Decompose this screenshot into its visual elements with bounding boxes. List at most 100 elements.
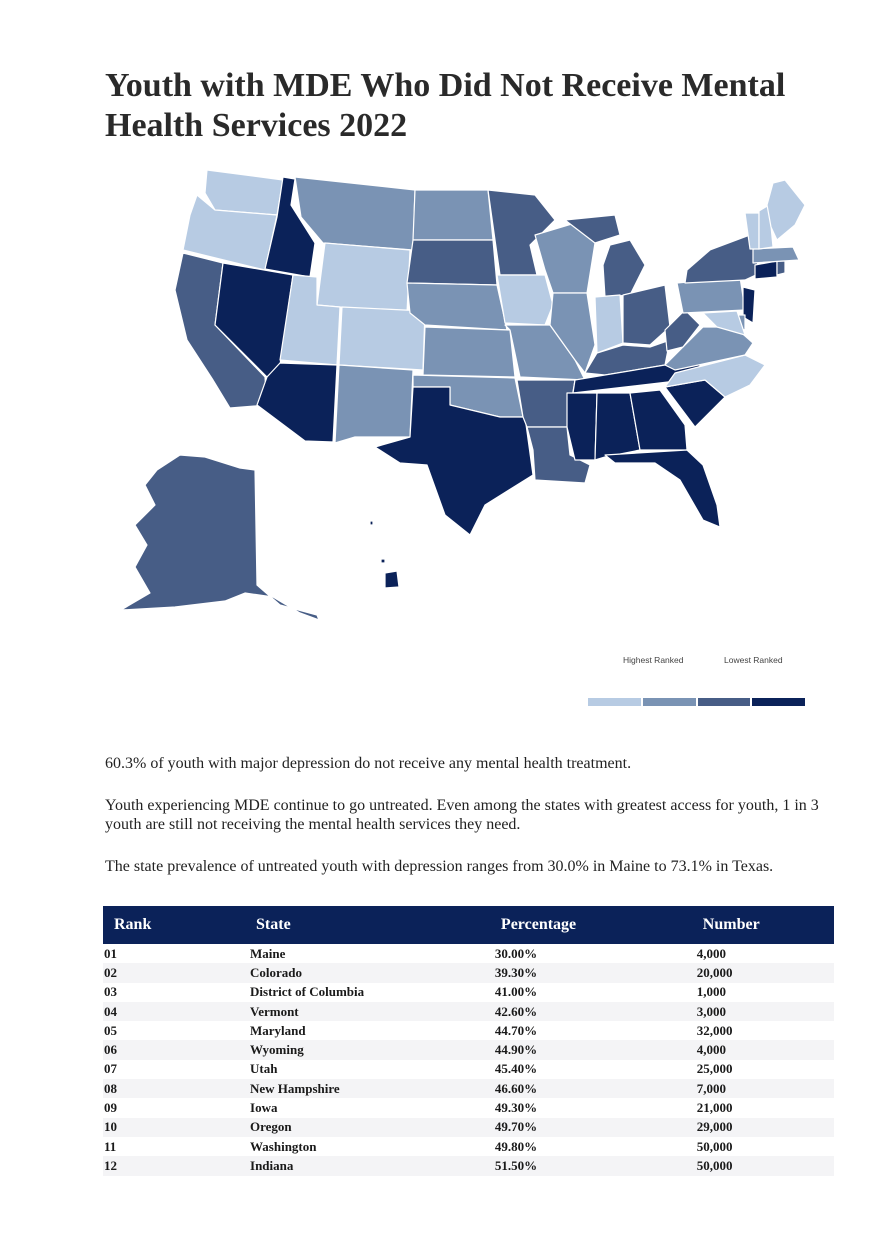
state-new-mexico	[334, 364, 414, 444]
cell-rank: 04	[103, 1001, 249, 1022]
table-body: 01 Maine 30.00% 4,000 02 Colorado 39.30% 20,000…	[103, 944, 834, 1176]
cell-percentage: 41.00%	[494, 984, 538, 1000]
cell-number: 7,000	[694, 1079, 834, 1099]
cell-rank: 12	[103, 1156, 249, 1176]
cell-state: Washington	[250, 1138, 317, 1154]
cell-percentage: 44.90%	[492, 1040, 695, 1060]
state-north-carolina	[664, 354, 766, 398]
table-row: 06 Wyoming 44.90% 4,000	[103, 1040, 834, 1060]
cell-number: 32,000	[696, 1022, 733, 1038]
cell-rank: 03	[104, 984, 117, 1000]
cell-percentage: 42.60%	[492, 1001, 695, 1022]
table-row: 05 Maryland 44.70% 32,000	[103, 1021, 834, 1040]
cell-rank: 09	[104, 1100, 117, 1116]
cell-number: 1,000	[696, 984, 727, 1000]
state-colorado	[338, 306, 426, 371]
state-kansas	[422, 326, 516, 378]
table-row: 04 Vermont 42.60% 3,000	[103, 1001, 834, 1022]
cell-state: Maryland	[250, 1022, 306, 1038]
state-ohio	[622, 284, 671, 346]
state-iowa	[496, 274, 554, 326]
cell-rank: 02	[103, 963, 249, 983]
legend-swatch	[588, 698, 641, 706]
cell-number: 4,000	[694, 1040, 834, 1060]
legend-color-scale	[588, 698, 805, 706]
legend-swatch	[697, 698, 751, 706]
cell-rank: 08	[103, 1079, 249, 1099]
cell-rank: 10	[103, 1117, 249, 1137]
header-state: State	[248, 906, 493, 944]
cell-percentage: 51.50%	[492, 1156, 695, 1176]
state-indiana	[594, 294, 624, 354]
state-nebraska	[406, 282, 508, 331]
cell-state: Utah	[250, 1061, 278, 1077]
state-west-virginia	[664, 309, 701, 352]
cell-rank: 06	[103, 1040, 249, 1060]
state-massachusetts	[752, 246, 800, 264]
cell-number: 29,000	[694, 1117, 834, 1137]
cell-percentage: 49.80%	[494, 1138, 538, 1154]
table-row: 08 New Hampshire 46.60% 7,000	[103, 1079, 834, 1099]
state-washington	[204, 169, 284, 216]
state-connecticut	[754, 260, 778, 280]
cell-percentage: 49.30%	[494, 1100, 538, 1116]
legend-swatch	[642, 698, 696, 706]
cell-state: Vermont	[248, 1001, 493, 1022]
header-number: Number	[694, 906, 834, 944]
table-row: 12 Indiana 51.50% 50,000	[103, 1156, 834, 1176]
cell-percentage: 30.00%	[494, 945, 538, 961]
header-percentage: Percentage	[492, 906, 695, 944]
cell-state: Oregon	[248, 1117, 493, 1137]
cell-state: Colorado	[248, 963, 493, 983]
state-texas	[374, 386, 534, 536]
legend-labels: Highest Ranked Lowest Ranked	[620, 655, 810, 669]
us-choropleth-map	[120, 169, 806, 621]
cell-number: 3,000	[694, 1001, 834, 1022]
state-mississippi	[566, 392, 598, 461]
cell-rank: 05	[104, 1022, 117, 1038]
state-idaho	[264, 176, 316, 278]
state-florida	[604, 449, 721, 528]
cell-state: Maine	[250, 945, 286, 961]
cell-state: Wyoming	[248, 1040, 493, 1060]
cell-number: 20,000	[694, 963, 834, 983]
state-hawaii	[369, 520, 400, 589]
header-rank: Rank	[103, 906, 249, 944]
cell-number: 50,000	[696, 1138, 733, 1154]
cell-number: 25,000	[696, 1061, 733, 1077]
table-row: 07 Utah 45.40% 25,000	[103, 1060, 834, 1079]
cell-rank: 11	[104, 1138, 117, 1154]
cell-percentage: 44.70%	[494, 1022, 538, 1038]
state-minnesota	[487, 189, 556, 276]
cell-state: Iowa	[250, 1100, 278, 1116]
cell-percentage: 45.40%	[494, 1061, 538, 1077]
legend-low-label: Lowest Ranked	[724, 655, 783, 665]
table-row: 11 Washington 49.80% 50,000	[103, 1137, 834, 1156]
cell-number: 4,000	[696, 945, 727, 961]
cell-percentage: 39.30%	[492, 963, 695, 983]
cell-state: District of Columbia	[250, 984, 365, 1000]
state-virginia	[664, 326, 754, 371]
state-wyoming	[316, 242, 411, 314]
table-row: 10 Oregon 49.70% 29,000	[103, 1117, 834, 1137]
range-paragraph: The state prevalence of untreated youth …	[105, 858, 774, 875]
cell-percentage: 49.70%	[492, 1117, 695, 1137]
table-row: 09 Iowa 49.30% 21,000	[103, 1098, 834, 1117]
table-row: 03 District of Columbia 41.00% 1,000	[103, 983, 834, 1002]
table-row: 02 Colorado 39.30% 20,000	[103, 963, 834, 983]
state-south-dakota	[406, 239, 498, 286]
state-utah	[279, 274, 341, 366]
cell-state: New Hampshire	[248, 1079, 493, 1099]
access-paragraph: Youth experiencing MDE continue to go un…	[105, 797, 819, 833]
state-arizona	[256, 362, 338, 443]
state-new-jersey	[742, 286, 756, 324]
state-georgia	[629, 389, 688, 451]
ranking-table: Rank State Percentage Number 01 Maine 30.0…	[103, 906, 834, 1176]
legend-high-label: Highest Ranked	[623, 655, 684, 665]
state-rhode-island	[776, 260, 786, 276]
cell-rank: 07	[104, 1061, 117, 1077]
cell-percentage: 46.60%	[492, 1079, 695, 1099]
state-alaska	[120, 454, 320, 621]
state-louisiana	[526, 426, 591, 484]
state-maine	[766, 179, 806, 241]
